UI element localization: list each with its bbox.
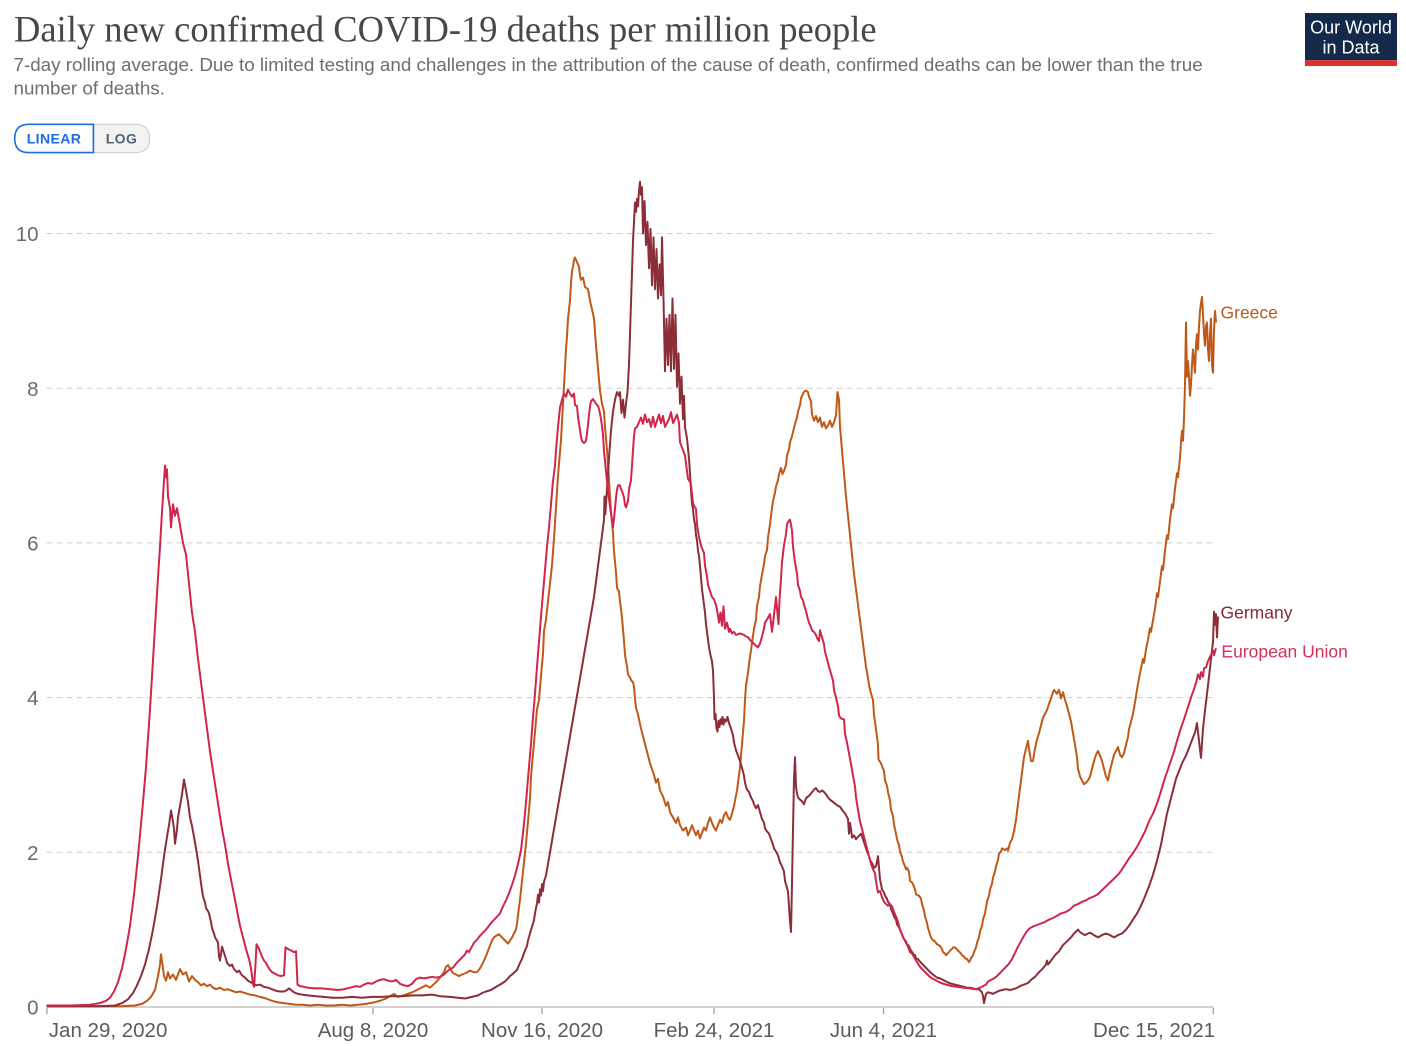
svg-text:Nov 16, 2020: Nov 16, 2020 (481, 1019, 603, 1042)
svg-text:4: 4 (27, 687, 38, 710)
svg-text:Dec 15, 2021: Dec 15, 2021 (1093, 1019, 1215, 1042)
svg-text:6: 6 (27, 533, 38, 556)
svg-text:Germany: Germany (1221, 603, 1293, 623)
svg-text:in Data: in Data (1322, 38, 1380, 58)
svg-text:Daily new confirmed COVID-19 d: Daily new confirmed COVID-19 deaths per … (14, 9, 877, 50)
svg-text:Jun 4, 2021: Jun 4, 2021 (830, 1019, 937, 1042)
svg-text:European Union: European Union (1221, 642, 1347, 662)
svg-text:number of deaths.: number of deaths. (14, 78, 165, 99)
svg-text:LINEAR: LINEAR (27, 131, 82, 147)
svg-text:Greece: Greece (1221, 303, 1278, 323)
svg-text:Aug 8, 2020: Aug 8, 2020 (318, 1019, 429, 1042)
svg-text:Feb 24, 2021: Feb 24, 2021 (654, 1019, 775, 1042)
svg-text:10: 10 (16, 223, 39, 246)
svg-text:Jan 29, 2020: Jan 29, 2020 (49, 1019, 168, 1042)
svg-text:8: 8 (27, 378, 38, 401)
svg-text:0: 0 (27, 997, 38, 1020)
svg-text:2: 2 (27, 842, 38, 865)
svg-text:7-day rolling average. Due to: 7-day rolling average. Due to limited te… (14, 54, 1203, 75)
svg-text:Our World: Our World (1310, 18, 1392, 38)
svg-text:LOG: LOG (106, 131, 138, 147)
